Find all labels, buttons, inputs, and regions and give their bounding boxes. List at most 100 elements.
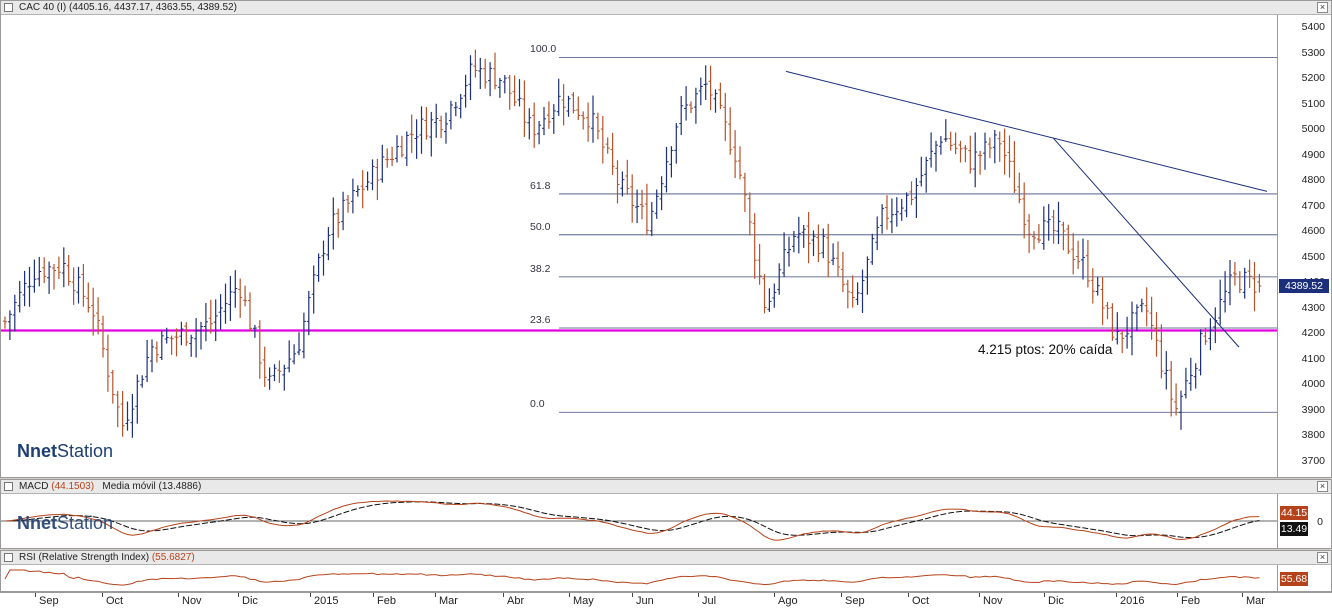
ohlc-bar[interactable] [630,174,635,223]
ohlc-bar[interactable] [1247,259,1252,289]
ohlc-bar[interactable] [248,292,252,332]
ohlc-bar[interactable] [855,282,860,306]
ohlc-bar[interactable] [453,101,458,117]
ohlc-bar[interactable] [777,263,782,295]
ohlc-bar[interactable] [640,189,644,220]
ohlc-bar[interactable] [336,208,341,238]
ohlc-bar[interactable] [1228,259,1232,306]
ohlc-bar[interactable] [47,261,52,295]
ohlc-bar[interactable] [512,75,517,107]
ohlc-bar[interactable] [370,159,375,191]
ohlc-bar[interactable] [566,95,571,117]
ohlc-bar[interactable] [1100,276,1105,326]
ohlc-bar[interactable] [399,135,404,158]
ohlc-bar[interactable] [1085,239,1090,288]
ohlc-bar[interactable] [101,315,105,358]
ohlc-bar[interactable] [110,369,115,404]
ohlc-bar[interactable] [1237,271,1242,294]
ohlc-bar[interactable] [174,328,179,357]
time-x-axis[interactable]: Sep Oct Nov Dic 2015 Feb Mar Abr May Jun Jul Ago Sep… [0,592,1332,610]
ohlc-bar[interactable] [591,95,595,143]
macd-y-axis[interactable] [1277,494,1331,548]
ohlc-bar[interactable] [831,243,836,266]
ohlc-bar[interactable] [1198,329,1203,376]
ohlc-bar[interactable] [208,299,213,334]
rsi-chart[interactable] [1,551,1332,592]
ohlc-bar[interactable] [71,267,76,305]
ohlc-bar[interactable] [669,146,674,178]
ohlc-bar[interactable] [341,191,346,231]
ohlc-bar[interactable] [556,78,561,116]
ohlc-bar[interactable] [532,102,537,148]
ohlc-bar[interactable] [615,160,620,204]
ohlc-bar[interactable] [713,89,718,113]
ohlc-bar[interactable] [140,375,145,388]
ohlc-bar[interactable] [1115,312,1120,345]
ohlc-bar[interactable] [1090,268,1095,304]
close-icon[interactable]: × [1317,481,1328,492]
ohlc-bar[interactable] [625,159,630,195]
ohlc-bar[interactable] [1076,240,1081,269]
ohlc-bar[interactable] [674,123,679,164]
ohlc-bar[interactable] [1022,182,1027,239]
ohlc-bar[interactable] [948,131,953,151]
ohlc-bar[interactable] [938,136,943,155]
ohlc-bar[interactable] [1066,224,1071,255]
ohlc-bar[interactable] [507,74,512,110]
ohlc-bar[interactable] [806,212,811,264]
ohlc-bar[interactable] [767,288,772,312]
ohlc-bar[interactable] [644,183,649,236]
ohlc-bar[interactable] [56,256,61,280]
close-icon[interactable]: × [1317,552,1328,563]
ohlc-bar[interactable] [1183,367,1188,399]
ohlc-bar[interactable] [145,339,150,382]
ohlc-bar[interactable] [159,330,164,361]
ohlc-bar[interactable] [380,144,385,183]
ohlc-bar[interactable] [306,290,311,336]
ohlc-bar[interactable] [42,257,47,284]
ohlc-bar[interactable] [757,243,762,285]
ohlc-bar[interactable] [228,275,233,321]
ohlc-bar[interactable] [7,310,12,341]
ohlc-bar[interactable] [801,224,806,248]
ohlc-bar[interactable] [723,92,728,141]
ohlc-bar[interactable] [1174,383,1179,416]
ohlc-bar[interactable] [983,132,987,170]
ohlc-bar[interactable] [689,101,693,114]
panel-menu-icon[interactable] [4,553,13,562]
ohlc-bar[interactable] [561,84,566,126]
ohlc-bar[interactable] [199,321,203,350]
panel-menu-icon[interactable] [4,3,13,12]
ohlc-bar[interactable] [1036,224,1041,244]
ohlc-bar[interactable] [130,393,135,438]
ohlc-bar[interactable] [845,279,850,309]
ohlc-bar[interactable] [718,82,723,110]
ohlc-bar[interactable] [203,303,208,342]
ohlc-bar[interactable] [963,144,968,163]
ohlc-bar[interactable] [914,178,919,219]
ohlc-bar[interactable] [684,86,689,121]
ohlc-bar[interactable] [189,334,194,357]
ohlc-bar[interactable] [708,65,713,111]
ohlc-bar[interactable] [635,189,640,224]
ohlc-bar[interactable] [527,108,532,140]
ohlc-bar[interactable] [218,294,223,330]
ohlc-bar[interactable] [478,57,483,90]
ohlc-bar[interactable] [1017,172,1022,204]
ohlc-bar[interactable] [1027,214,1032,254]
ohlc-bar[interactable] [1188,357,1193,391]
ohlc-bar[interactable] [27,266,32,307]
ohlc-bar[interactable] [791,230,796,253]
ohlc-bar[interactable] [850,275,855,308]
ohlc-bar[interactable] [179,321,184,346]
ohlc-bar[interactable] [444,112,448,144]
ohlc-bar[interactable] [321,240,326,276]
ohlc-bar[interactable] [22,270,27,307]
ohlc-bar[interactable] [81,264,86,307]
ohlc-bar[interactable] [870,233,875,265]
ohlc-bar[interactable] [821,228,826,259]
ohlc-bar[interactable] [37,256,42,287]
ohlc-bar[interactable] [1179,390,1183,430]
ohlc-bar[interactable] [929,132,934,168]
ohlc-bar[interactable] [787,236,791,267]
